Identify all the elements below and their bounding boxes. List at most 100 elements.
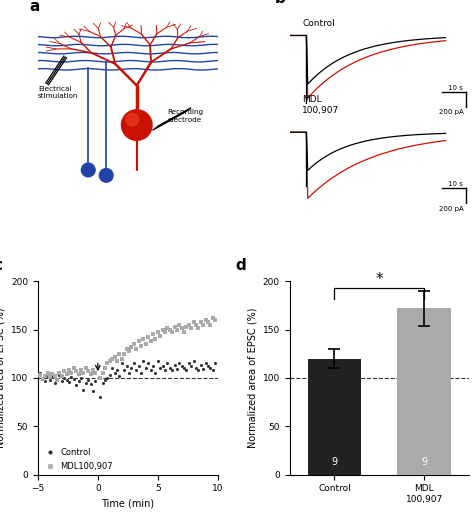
Point	[142, 340, 150, 348]
Point	[182, 366, 190, 375]
Bar	[397, 309, 451, 475]
Point	[156, 364, 164, 373]
Point	[195, 366, 202, 375]
Point	[125, 369, 133, 377]
Point	[77, 374, 85, 382]
Text: 9: 9	[331, 457, 337, 467]
Point	[211, 359, 219, 367]
Point	[53, 376, 61, 384]
Point	[128, 364, 135, 373]
Y-axis label: Normalized area of EPSC (%): Normalized area of EPSC (%)	[0, 308, 5, 448]
Point	[211, 316, 219, 324]
Point	[75, 377, 82, 385]
Point	[46, 373, 54, 381]
Point	[149, 362, 157, 370]
Point	[152, 369, 159, 377]
Point	[104, 359, 111, 367]
Point	[73, 367, 80, 375]
Point	[36, 371, 44, 379]
Point	[91, 369, 99, 377]
Point	[204, 318, 212, 326]
Point	[130, 340, 137, 348]
Point	[104, 374, 111, 382]
Point	[192, 320, 200, 329]
Point	[128, 343, 135, 351]
Point	[68, 369, 75, 377]
Point	[91, 377, 99, 385]
Point	[137, 369, 145, 377]
X-axis label: Time (min): Time (min)	[101, 499, 155, 509]
Point	[61, 374, 68, 382]
Point	[39, 375, 46, 383]
Point	[120, 366, 128, 375]
Point	[123, 345, 130, 353]
Point	[132, 366, 140, 375]
Point	[77, 366, 85, 375]
Legend: Control, MDL100,907: Control, MDL100,907	[42, 448, 113, 471]
Point	[164, 359, 171, 367]
Point	[111, 352, 118, 361]
Point	[154, 328, 162, 336]
Point	[36, 369, 44, 377]
Point	[96, 393, 104, 401]
Point	[159, 362, 166, 370]
Text: Recording
electrode: Recording electrode	[167, 109, 203, 123]
Circle shape	[82, 163, 95, 177]
Point	[166, 364, 173, 373]
Point	[161, 328, 169, 336]
Point	[159, 326, 166, 334]
Text: b: b	[275, 0, 286, 6]
Point	[56, 371, 64, 379]
Point	[178, 362, 185, 370]
Point	[125, 347, 133, 355]
Point	[63, 376, 71, 384]
Point	[156, 332, 164, 341]
Point	[87, 380, 94, 388]
Point	[41, 372, 49, 380]
Point	[63, 370, 71, 378]
Point	[190, 318, 198, 326]
Point	[58, 377, 66, 385]
Point	[185, 359, 192, 367]
Point	[132, 345, 140, 353]
Text: *: *	[375, 272, 383, 287]
Point	[106, 371, 114, 379]
Point	[48, 373, 56, 381]
Point	[51, 379, 58, 387]
Point	[48, 370, 56, 378]
Point	[149, 330, 157, 338]
Text: Electrical
stimulation: Electrical stimulation	[38, 86, 78, 100]
Point	[123, 362, 130, 370]
Point	[89, 386, 97, 395]
Point	[41, 377, 49, 385]
Point	[182, 322, 190, 331]
Point	[188, 324, 195, 332]
Point	[82, 364, 90, 373]
Point	[101, 376, 109, 384]
Point	[116, 372, 123, 380]
Point	[173, 365, 181, 374]
Point	[116, 350, 123, 358]
Point	[192, 364, 200, 373]
Point	[61, 367, 68, 375]
Y-axis label: Normalized area of EPSC (%): Normalized area of EPSC (%)	[247, 308, 257, 448]
Point	[171, 361, 178, 369]
Point	[113, 357, 121, 365]
Point	[70, 375, 78, 383]
Point	[175, 320, 183, 329]
Point	[96, 374, 104, 382]
Point	[154, 357, 162, 365]
Point	[139, 335, 147, 344]
Text: 10 s: 10 s	[448, 85, 463, 91]
Point	[118, 359, 126, 367]
Point	[118, 354, 126, 363]
Point	[135, 337, 142, 345]
Point	[202, 316, 210, 324]
Text: d: d	[236, 259, 246, 273]
Point	[73, 381, 80, 389]
Point	[51, 372, 58, 380]
Circle shape	[100, 169, 113, 182]
Point	[80, 369, 87, 377]
Point	[209, 366, 217, 375]
Point	[113, 366, 121, 375]
